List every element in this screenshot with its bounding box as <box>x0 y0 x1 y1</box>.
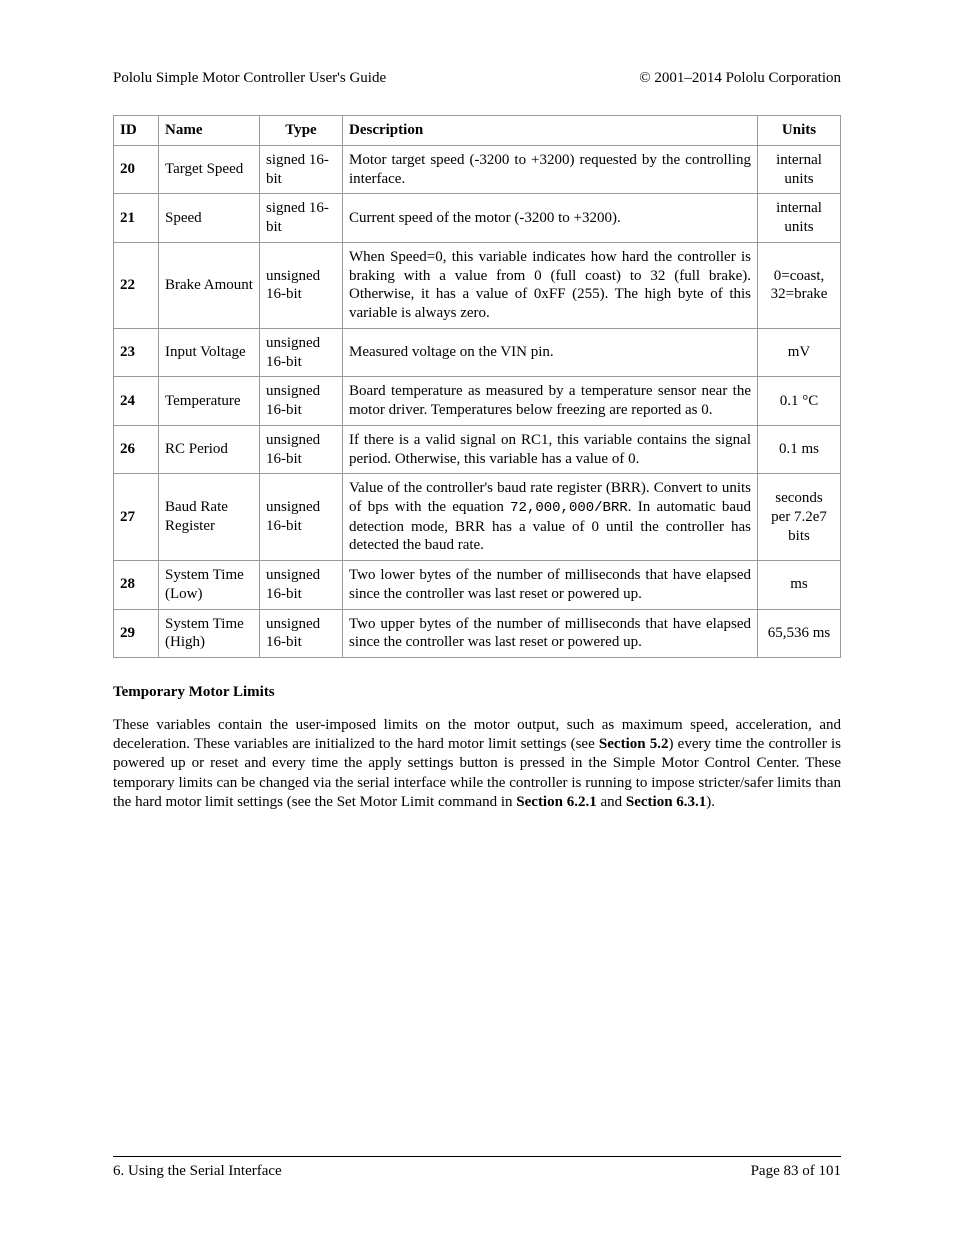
cell-id: 21 <box>114 194 159 243</box>
cell-name: Target Speed <box>159 145 260 194</box>
page: Pololu Simple Motor Controller User's Gu… <box>0 0 954 1235</box>
cell-name: System Time (High) <box>159 609 260 658</box>
cell-type: signed 16-bit <box>260 145 343 194</box>
cell-units: mV <box>758 328 841 377</box>
col-header-desc: Description <box>343 116 758 146</box>
cell-description: Motor target speed (-3200 to +3200) requ… <box>343 145 758 194</box>
table-row: 22Brake Amountunsigned 16-bitWhen Speed=… <box>114 242 841 328</box>
footer-right: Page 83 of 101 <box>751 1163 841 1180</box>
col-header-type: Type <box>260 116 343 146</box>
cell-id: 27 <box>114 474 159 561</box>
cell-id: 23 <box>114 328 159 377</box>
table-row: 21Speedsigned 16-bitCurrent speed of the… <box>114 194 841 243</box>
cell-name: Baud Rate Register <box>159 474 260 561</box>
cell-description: Measured voltage on the VIN pin. <box>343 328 758 377</box>
col-header-id: ID <box>114 116 159 146</box>
cell-type: unsigned 16-bit <box>260 425 343 474</box>
cell-description: Value of the controller's baud rate regi… <box>343 474 758 561</box>
cell-id: 26 <box>114 425 159 474</box>
table-row: 23Input Voltageunsigned 16-bitMeasured v… <box>114 328 841 377</box>
cell-description: Two lower bytes of the number of millise… <box>343 561 758 610</box>
cell-name: RC Period <box>159 425 260 474</box>
section-ref: Section 6.3.1 <box>626 794 706 810</box>
table-header-row: ID Name Type Description Units <box>114 116 841 146</box>
page-footer: 6. Using the Serial Interface Page 83 of… <box>113 1156 841 1180</box>
cell-type: unsigned 16-bit <box>260 474 343 561</box>
cell-type: unsigned 16-bit <box>260 328 343 377</box>
cell-id: 29 <box>114 609 159 658</box>
body-paragraph: These variables contain the user-imposed… <box>113 716 841 812</box>
cell-type: unsigned 16-bit <box>260 377 343 426</box>
table-row: 20Target Speedsigned 16-bitMotor target … <box>114 145 841 194</box>
cell-type: unsigned 16-bit <box>260 561 343 610</box>
cell-description: If there is a valid signal on RC1, this … <box>343 425 758 474</box>
cell-units: seconds per 7.2e7 bits <box>758 474 841 561</box>
cell-id: 22 <box>114 242 159 328</box>
header-left: Pololu Simple Motor Controller User's Gu… <box>113 70 386 87</box>
section-title: Temporary Motor Limits <box>113 684 841 701</box>
variables-table: ID Name Type Description Units 20Target … <box>113 115 841 658</box>
table-row: 26RC Periodunsigned 16-bitIf there is a … <box>114 425 841 474</box>
cell-name: Brake Amount <box>159 242 260 328</box>
footer-left: 6. Using the Serial Interface <box>113 1163 282 1180</box>
cell-name: Temperature <box>159 377 260 426</box>
para-text: and <box>597 794 626 810</box>
cell-type: unsigned 16-bit <box>260 242 343 328</box>
cell-description: Board temperature as measured by a tempe… <box>343 377 758 426</box>
cell-units: internal units <box>758 145 841 194</box>
cell-name: System Time (Low) <box>159 561 260 610</box>
cell-id: 20 <box>114 145 159 194</box>
table-row: 29System Time (High)unsigned 16-bitTwo u… <box>114 609 841 658</box>
cell-units: 0=coast, 32=brake <box>758 242 841 328</box>
cell-type: signed 16-bit <box>260 194 343 243</box>
header-right: © 2001–2014 Pololu Corporation <box>639 70 841 87</box>
cell-units: 65,536 ms <box>758 609 841 658</box>
footer-rule <box>113 1156 841 1157</box>
page-header: Pololu Simple Motor Controller User's Gu… <box>113 70 841 87</box>
table-row: 28System Time (Low)unsigned 16-bitTwo lo… <box>114 561 841 610</box>
table-row: 24Temperatureunsigned 16-bitBoard temper… <box>114 377 841 426</box>
col-header-units: Units <box>758 116 841 146</box>
cell-units: ms <box>758 561 841 610</box>
section-ref: Section 6.2.1 <box>516 794 596 810</box>
cell-description: Two upper bytes of the number of millise… <box>343 609 758 658</box>
col-header-name: Name <box>159 116 260 146</box>
para-text: ). <box>706 794 715 810</box>
section-ref: Section 5.2 <box>599 736 669 752</box>
table-row: 27Baud Rate Registerunsigned 16-bitValue… <box>114 474 841 561</box>
cell-units: internal units <box>758 194 841 243</box>
cell-name: Speed <box>159 194 260 243</box>
cell-units: 0.1 ms <box>758 425 841 474</box>
cell-units: 0.1 °C <box>758 377 841 426</box>
cell-description: Current speed of the motor (-3200 to +32… <box>343 194 758 243</box>
cell-id: 24 <box>114 377 159 426</box>
cell-name: Input Voltage <box>159 328 260 377</box>
cell-description: When Speed=0, this variable indicates ho… <box>343 242 758 328</box>
cell-id: 28 <box>114 561 159 610</box>
cell-type: unsigned 16-bit <box>260 609 343 658</box>
